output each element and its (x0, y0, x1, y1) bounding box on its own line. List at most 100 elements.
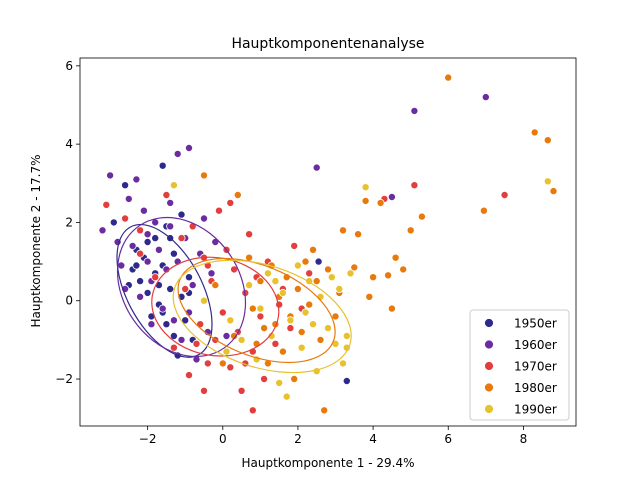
data-point (158, 304, 167, 313)
data-point (158, 161, 167, 170)
data-point (365, 292, 374, 301)
data-point (391, 253, 400, 262)
data-point (237, 386, 246, 395)
data-point (124, 194, 133, 203)
data-point (384, 271, 393, 280)
data-point (181, 284, 190, 293)
y-tick-label: 4 (65, 137, 73, 151)
data-point (342, 376, 351, 385)
data-point (218, 308, 227, 317)
data-point (387, 304, 396, 313)
legend-label-1950er: 1950er (514, 317, 557, 331)
data-point (323, 324, 332, 333)
series-1990er (169, 177, 552, 401)
data-point (387, 192, 396, 201)
data-point (282, 392, 291, 401)
data-point (369, 273, 378, 282)
data-point (226, 316, 235, 325)
data-point (143, 288, 152, 297)
x-tick-label: 2 (294, 432, 302, 446)
data-point (316, 335, 325, 344)
data-point (293, 261, 302, 270)
data-point (263, 359, 272, 368)
data-point (128, 241, 137, 250)
data-point (162, 190, 171, 199)
data-point (136, 249, 145, 258)
data-point (214, 206, 223, 215)
data-point (151, 273, 160, 282)
data-point (327, 273, 336, 282)
data-point (136, 226, 145, 235)
data-point (267, 331, 276, 340)
x-tick-label: 0 (219, 432, 227, 446)
data-point (117, 261, 126, 270)
data-point (143, 257, 152, 266)
data-point (278, 288, 287, 297)
confidence-ellipse-1980er (177, 257, 336, 364)
data-point (312, 277, 321, 286)
data-point (169, 249, 178, 258)
data-point (286, 316, 295, 325)
data-point (199, 214, 208, 223)
confidence-ellipse-1990er (172, 259, 352, 374)
data-point (192, 339, 201, 348)
data-point (177, 335, 186, 344)
data-point (248, 406, 257, 415)
data-point (256, 304, 265, 313)
data-point (184, 143, 193, 152)
data-point (293, 284, 302, 293)
legend-box (469, 309, 570, 421)
data-point (199, 386, 208, 395)
data-point (169, 343, 178, 352)
data-point (305, 269, 314, 278)
data-point (312, 367, 321, 376)
data-point (173, 149, 182, 158)
plot-area (98, 73, 558, 415)
x-axis-label: Hauptkomponente 1 - 29.4% (241, 456, 414, 470)
data-point (151, 234, 160, 243)
data-point (203, 359, 212, 368)
data-point (162, 320, 171, 329)
data-point (184, 371, 193, 380)
data-point (301, 308, 310, 317)
legend-label-1990er: 1990er (514, 403, 557, 417)
data-point (410, 181, 419, 190)
data-point (147, 320, 156, 329)
legend-label-1960er: 1960er (514, 338, 557, 352)
data-point (121, 214, 130, 223)
data-point (290, 241, 299, 250)
data-point (338, 359, 347, 368)
data-point (177, 234, 186, 243)
data-point (361, 196, 370, 205)
data-point (346, 269, 355, 278)
data-point (278, 347, 287, 356)
data-point (338, 226, 347, 235)
data-point (184, 273, 193, 282)
x-tick-label: 6 (444, 432, 452, 446)
data-point (314, 257, 323, 266)
y-tick-label: −2 (55, 372, 73, 386)
data-point (500, 190, 509, 199)
data-point (417, 212, 426, 221)
data-point (139, 206, 148, 215)
data-point (154, 245, 163, 254)
data-point (260, 324, 269, 333)
data-point (237, 335, 246, 344)
data-point (169, 316, 178, 325)
chart-title: Hauptkomponentenanalyse (231, 36, 424, 52)
data-point (543, 177, 552, 186)
legend-marker-1970er (484, 361, 494, 371)
data-point (549, 187, 558, 196)
data-point (166, 198, 175, 207)
y-tick-label: 2 (65, 215, 73, 229)
y-tick-label: 6 (65, 59, 73, 73)
data-point (290, 374, 299, 383)
data-point (245, 230, 254, 239)
data-point (106, 171, 115, 180)
data-point (406, 226, 415, 235)
data-point (211, 281, 220, 290)
data-point (301, 257, 310, 266)
data-point (199, 171, 208, 180)
legend-label-1970er: 1970er (514, 360, 557, 374)
